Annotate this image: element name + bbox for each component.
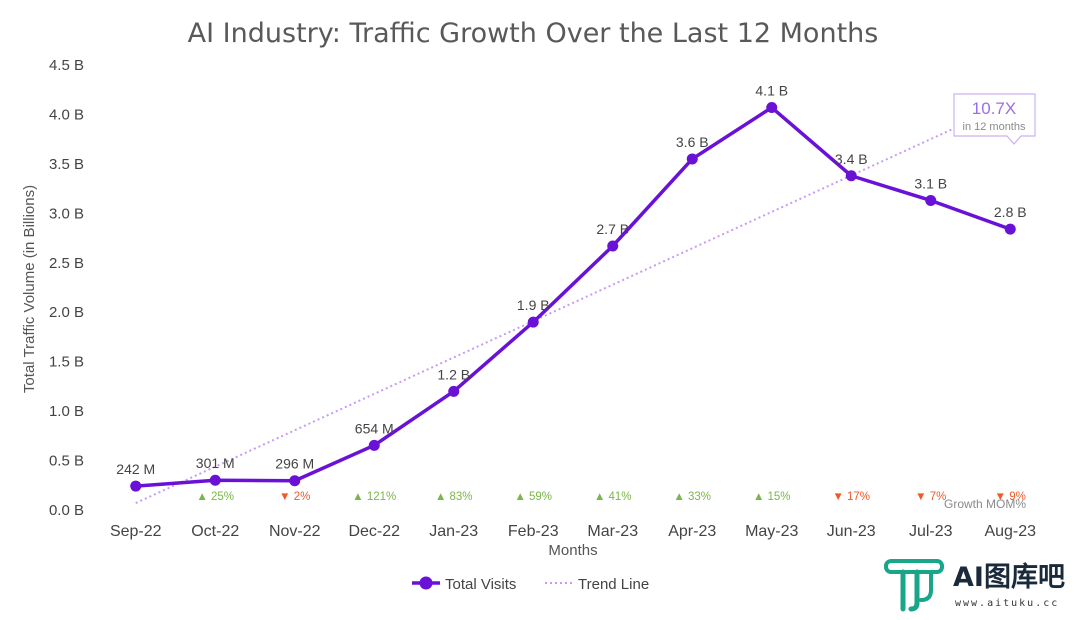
y-axis-ticks: 0.0 B 0.5 B 1.0 B 1.5 B 2.0 B 2.5 B 3.0 B 3.5 B…: [49, 57, 84, 519]
x-tick-label: May-23: [745, 523, 798, 540]
y-tick-label: 0.0 B: [49, 502, 84, 519]
x-axis-title: Months: [548, 542, 597, 559]
data-label: 1.2 B: [437, 366, 470, 382]
growth-mom-label: ▲ 25%: [196, 491, 234, 503]
callout-value: 10.7X: [972, 99, 1016, 118]
watermark-brand: AI图库吧: [953, 562, 1065, 593]
total-visits-line: [135, 105, 1011, 488]
data-point: [209, 474, 221, 486]
growth-mom-label: ▲ 59%: [514, 491, 552, 503]
growth-mom-title: Growth MOM%: [944, 497, 1026, 511]
total-visits-points: [130, 102, 1016, 492]
growth-mom-label: ▼ 9%: [995, 491, 1026, 503]
data-label: 4.1 B: [755, 83, 788, 99]
y-axis-title: Total Traffic Volume (in Billions): [21, 185, 38, 393]
callout-text: in 12 months: [963, 121, 1026, 133]
y-tick-label: 2.5 B: [49, 255, 84, 272]
data-label: 296 M: [275, 456, 314, 472]
growth-mom-label: ▲ 83%: [435, 491, 473, 503]
data-label: 2.8 B: [994, 204, 1027, 220]
data-label: 1.9 B: [517, 297, 550, 313]
data-point: [766, 102, 778, 114]
x-tick-label: Dec-22: [348, 523, 400, 540]
data-point: [368, 439, 380, 451]
watermark-url: www.aituku.cc: [955, 598, 1059, 609]
data-point: [130, 480, 142, 492]
y-tick-label: 1.5 B: [49, 354, 84, 371]
y-tick-label: 0.5 B: [49, 453, 84, 470]
data-point: [289, 475, 301, 487]
legend: Total Visits Trend Line: [412, 576, 649, 593]
growth-mom-label: ▲ 121%: [352, 491, 396, 503]
x-tick-label: Jan-23: [429, 523, 478, 540]
growth-mom-label: ▼ 7%: [915, 491, 946, 503]
x-tick-label: Feb-23: [508, 523, 559, 540]
legend-label-total-visits: Total Visits: [445, 576, 516, 593]
x-tick-label: Jun-23: [827, 523, 876, 540]
data-point: [1004, 223, 1016, 235]
legend-item-total-visits: Total Visits: [412, 576, 516, 593]
x-tick-label: Jul-23: [909, 523, 953, 540]
data-label: 3.6 B: [676, 134, 709, 150]
y-tick-label: 1.0 B: [49, 403, 84, 420]
growth-mom-label: ▲ 33%: [673, 491, 711, 503]
growth-mom-labels: ▲ 25% ▼ 2% ▲ 121% ▲ 83% ▲ 59% ▲ 41% ▲ 33% ▲ 15%…: [196, 491, 1025, 503]
legend-label-trend-line: Trend Line: [578, 576, 649, 593]
data-label: 3.1 B: [914, 175, 947, 191]
data-label: 654 M: [355, 420, 394, 436]
data-point: [686, 153, 698, 165]
legend-item-trend-line: Trend Line: [545, 576, 649, 593]
watermark: AI图库吧 www.aituku.cc: [884, 559, 1065, 612]
data-labels: 242 M 301 M 296 M 654 M 1.2 B 1.9 B 2.7 B 3.6 B…: [116, 83, 1026, 478]
data-label: 3.4 B: [835, 151, 868, 167]
y-tick-label: 4.0 B: [49, 106, 84, 123]
y-tick-label: 3.5 B: [49, 156, 84, 173]
watermark-logo-icon: [884, 559, 944, 612]
data-label: 301 M: [196, 455, 235, 471]
x-tick-label: Nov-22: [269, 523, 321, 540]
data-point: [607, 240, 619, 252]
data-point: [527, 316, 539, 328]
growth-mom-label: ▲ 41%: [594, 491, 632, 503]
x-tick-label: Apr-23: [668, 523, 716, 540]
growth-mom-label: ▼ 17%: [832, 491, 870, 503]
data-point: [448, 385, 460, 397]
legend-visits-marker: [419, 576, 433, 590]
chart-title: AI Industry: Traffic Growth Over the Las…: [188, 18, 879, 49]
growth-mom-label: ▲ 15%: [753, 491, 791, 503]
x-tick-label: Oct-22: [191, 523, 239, 540]
callout-box: 10.7X in 12 months: [953, 93, 1036, 145]
data-point: [845, 170, 857, 182]
data-label: 242 M: [116, 461, 155, 477]
x-axis-ticks: Sep-22 Oct-22 Nov-22 Dec-22 Jan-23 Feb-23 Mar-…: [110, 523, 1036, 540]
data-point: [925, 194, 937, 206]
data-label: 2.7 B: [596, 221, 629, 237]
y-tick-label: 4.5 B: [49, 57, 84, 74]
y-tick-label: 2.0 B: [49, 304, 84, 321]
x-tick-label: Aug-23: [984, 523, 1036, 540]
y-tick-label: 3.0 B: [49, 205, 84, 222]
growth-mom-label: ▼ 2%: [279, 491, 310, 503]
x-tick-label: Sep-22: [110, 523, 162, 540]
x-tick-label: Mar-23: [587, 523, 638, 540]
